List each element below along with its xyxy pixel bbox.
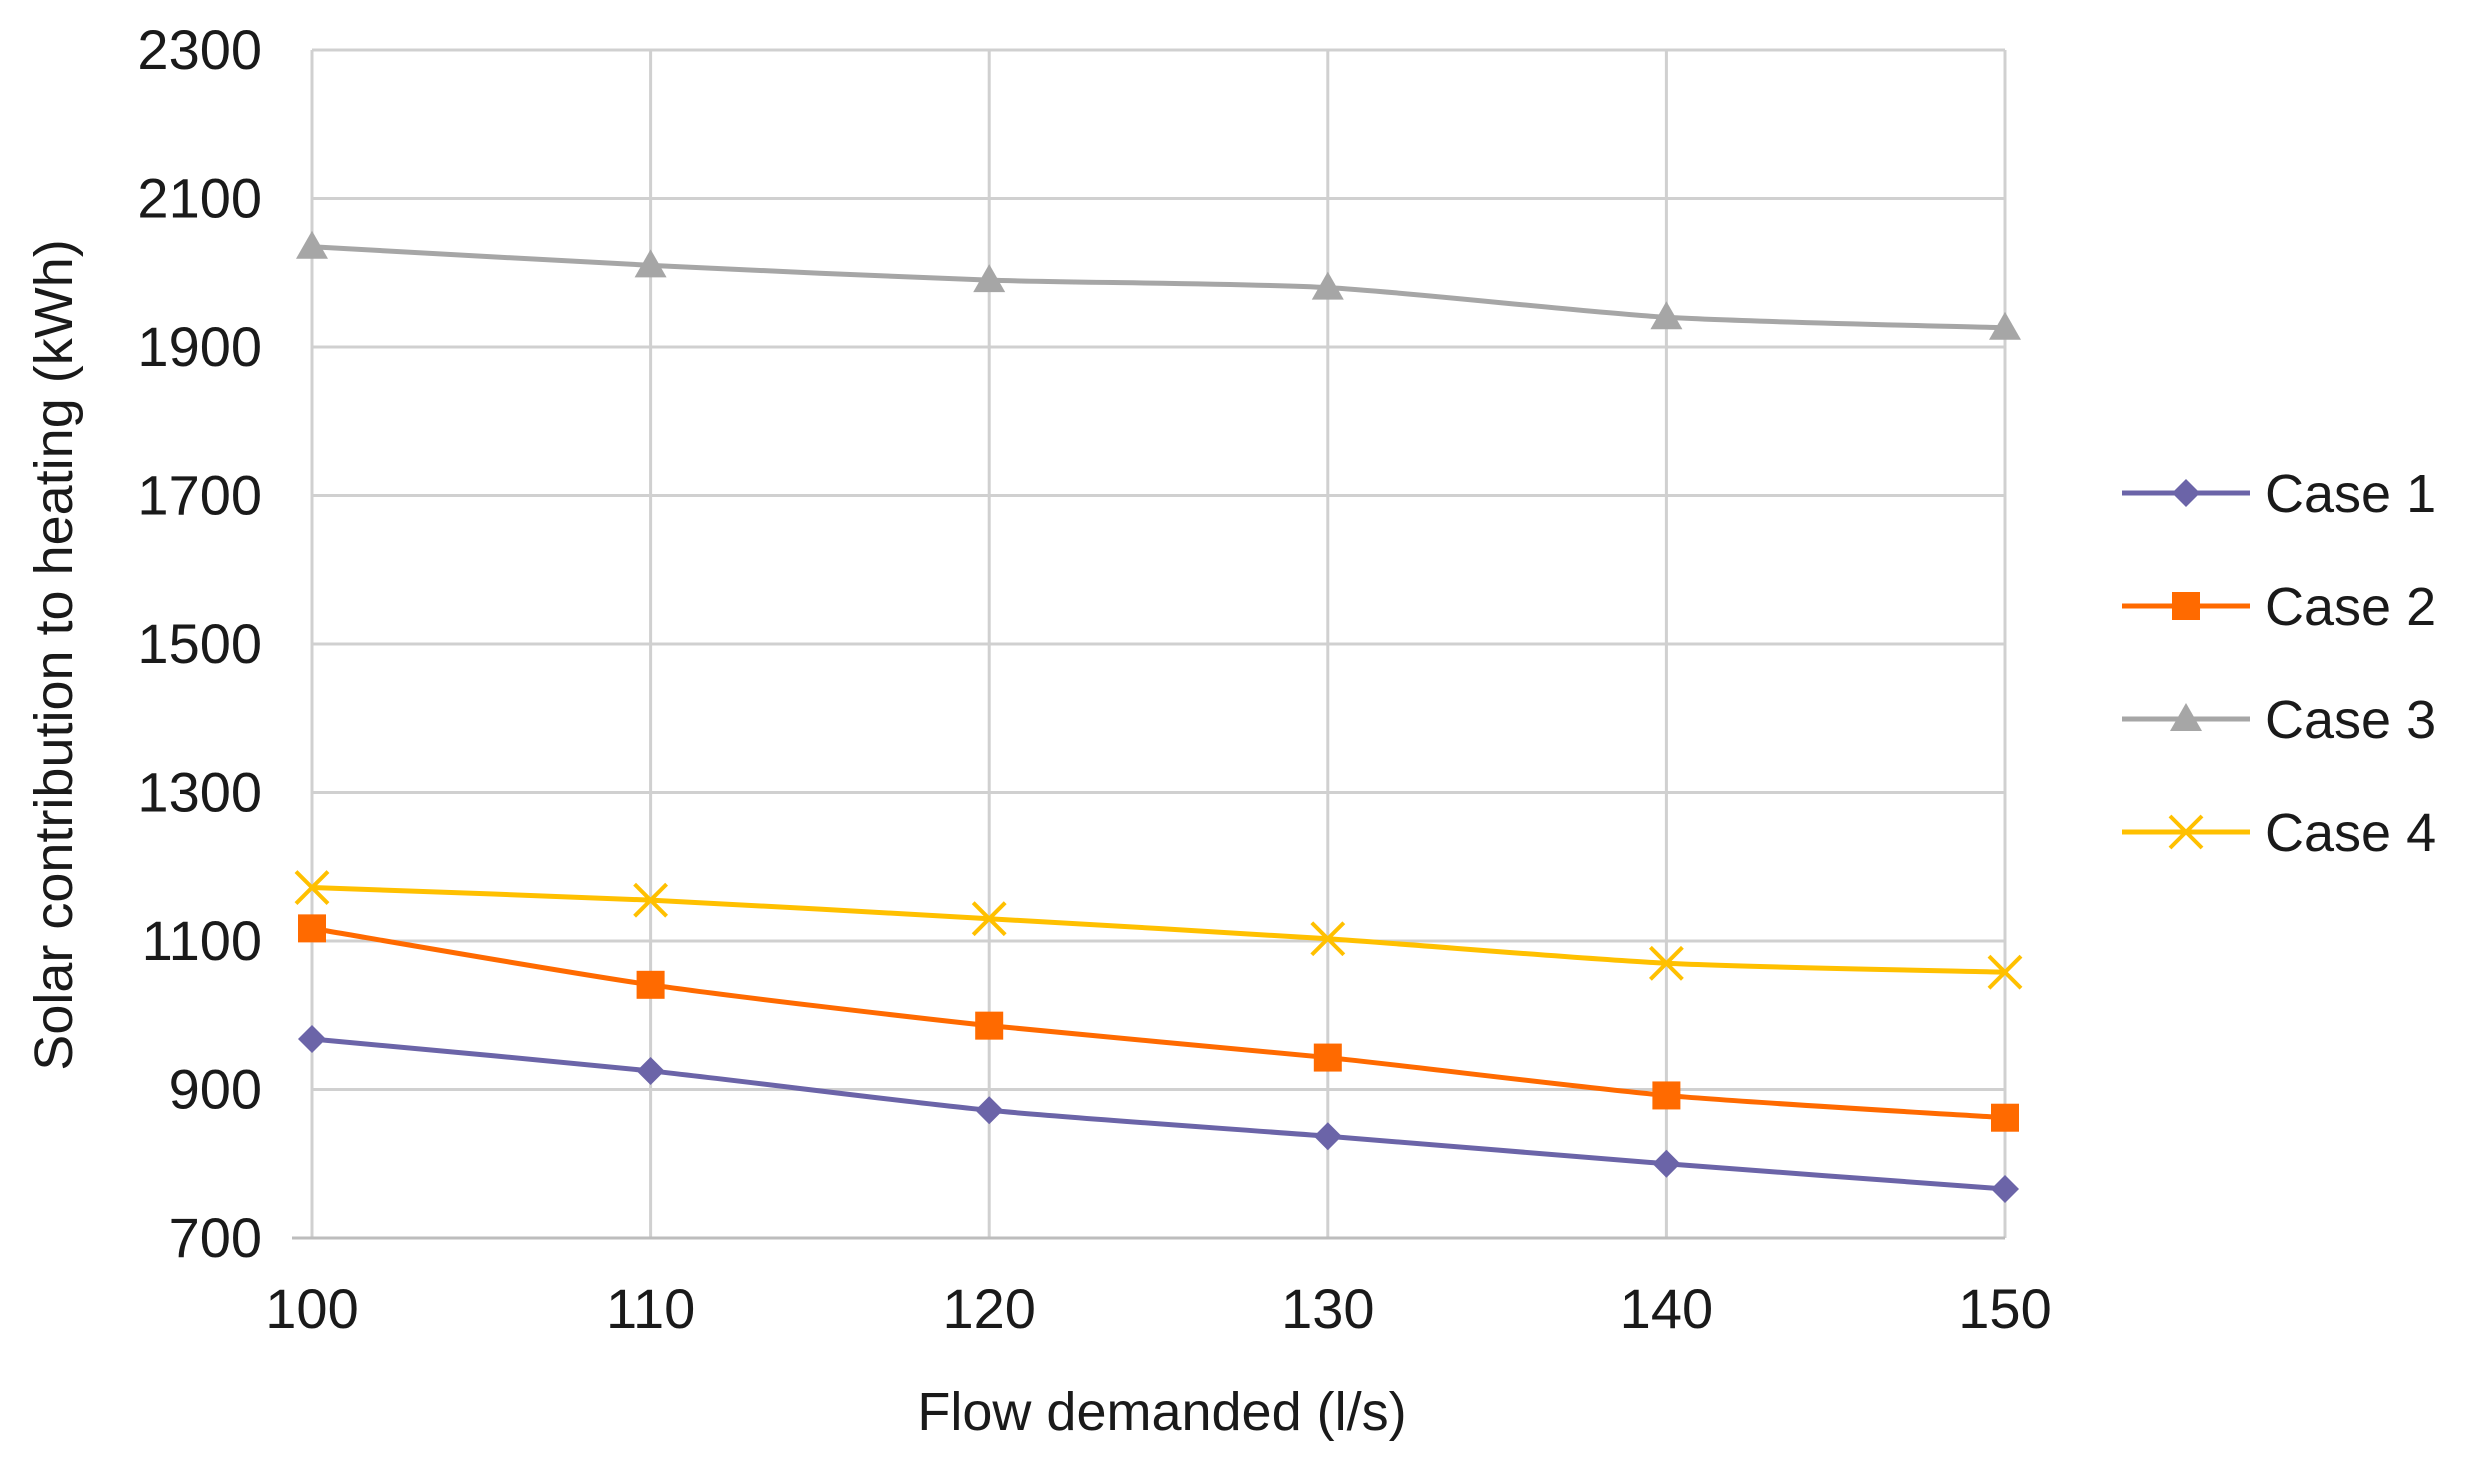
data-point: [1310, 921, 1346, 957]
y-tick-label: 1900: [137, 315, 262, 378]
series-case-2: [298, 914, 2019, 1132]
data-point: [633, 882, 669, 918]
series-layer: [294, 230, 2023, 1203]
data-point: [1652, 1081, 1681, 1110]
series-line: [311, 1036, 2006, 1192]
legend-marker: [2170, 703, 2202, 731]
x-tick-label: 150: [1958, 1277, 2051, 1340]
x-tick-label: 100: [265, 1277, 358, 1340]
series-case-4: [294, 870, 2023, 990]
y-tick-label: 900: [169, 1058, 262, 1121]
data-point: [294, 870, 330, 905]
data-point: [1987, 954, 2023, 990]
data-point: [973, 264, 1006, 293]
data-point: [636, 1056, 665, 1085]
x-tick-label: 110: [606, 1277, 695, 1340]
legend-label: Case 2: [2265, 577, 2436, 637]
series-line: [311, 925, 2006, 1121]
data-point: [975, 1096, 1004, 1125]
x-tick-label: 140: [1620, 1277, 1713, 1340]
series-case-1: [298, 1025, 2019, 1203]
x-tick-label: 120: [942, 1277, 1035, 1340]
legend-label: Case 1: [2265, 464, 2436, 524]
data-point: [1313, 1122, 1342, 1151]
legend-marker: [2168, 814, 2204, 850]
data-point: [634, 249, 667, 278]
series-case-3: [296, 230, 2021, 340]
y-tick-label: 700: [169, 1206, 262, 1269]
data-point: [636, 970, 665, 999]
data-point: [1991, 1103, 2019, 1132]
x-tick-label: 130: [1281, 1277, 1374, 1340]
legend-item: Case 3: [2122, 690, 2436, 750]
data-point: [1650, 301, 1683, 330]
legend-item: Case 1: [2122, 464, 2436, 524]
legend-item: Case 2: [2122, 577, 2436, 637]
y-tick-label: 1300: [137, 761, 262, 824]
data-point: [975, 1011, 1004, 1040]
y-tick-label: 1100: [142, 909, 262, 972]
y-axis-ticks: 700 900 1100 1300 1500 1700 1900 2100 2300: [137, 18, 262, 1269]
series-line: [311, 244, 2006, 331]
data-point: [1991, 1174, 2019, 1203]
y-axis-title: Solar contribution to heating (kWh): [24, 239, 84, 1070]
grid: [292, 48, 2007, 1240]
legend-marker: [2172, 592, 2200, 620]
data-point: [1648, 945, 1684, 981]
y-tick-label: 1700: [137, 464, 262, 527]
data-point: [971, 901, 1007, 937]
legend-label: Case 3: [2265, 690, 2436, 750]
data-point: [1989, 311, 2021, 340]
y-tick-label: 1500: [137, 612, 262, 675]
data-point: [296, 230, 328, 259]
series-line: [311, 885, 2006, 975]
legend: Case 1 Case 2 Case 3 Case 4: [2122, 464, 2436, 863]
legend-item: Case 4: [2122, 803, 2436, 863]
x-axis-title: Flow demanded (l/s): [917, 1382, 1406, 1442]
legend-label: Case 4: [2265, 803, 2436, 863]
data-point: [298, 1025, 326, 1054]
data-point: [1652, 1149, 1681, 1178]
data-point: [298, 914, 326, 943]
data-point: [1311, 271, 1344, 300]
x-axis-ticks: 100 110 120 130 140 150: [265, 1277, 2051, 1340]
y-tick-label: 2100: [137, 167, 262, 230]
y-tick-label: 2300: [137, 18, 262, 81]
data-point: [1313, 1043, 1342, 1072]
legend-marker: [2172, 479, 2200, 507]
